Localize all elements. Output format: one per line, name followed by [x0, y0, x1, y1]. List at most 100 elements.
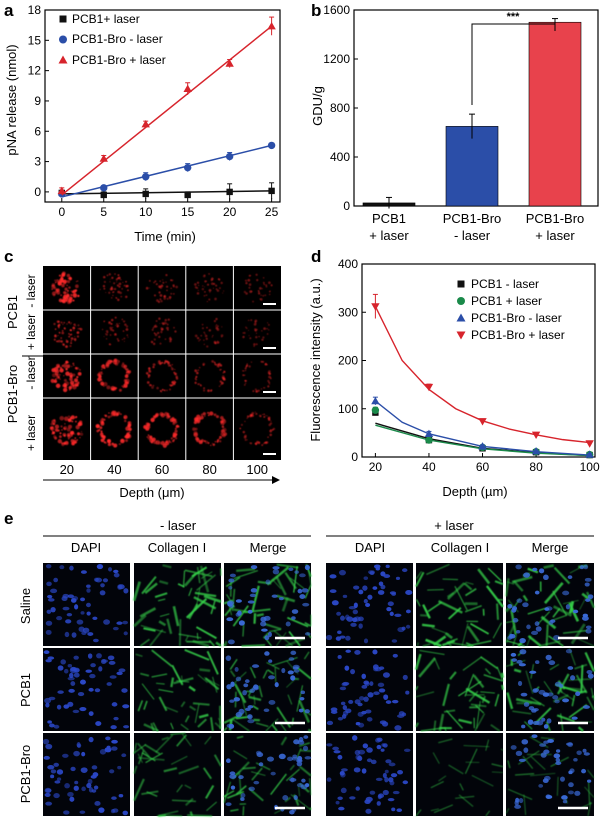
panel-e-cell-r1-c5-nucleus-32 — [519, 649, 527, 655]
panel-e-cell-r0-c1-fiber-38 — [133, 614, 147, 628]
panel-e-cell-r0-c4-fiber-32 — [465, 588, 477, 597]
panel-c-cell-r1-c4 — [242, 319, 270, 348]
panel-c-spot-r2-c4-29 — [246, 364, 249, 367]
panel-e-cell-r1-c2-nucleus-33 — [268, 675, 275, 680]
panel-c-spot-r0-c1-47 — [117, 274, 120, 277]
panel-c-spot-r3-c2-36 — [168, 439, 171, 442]
panel-c-spot-r0-c0-39 — [64, 287, 68, 291]
panel-e-cell-r0-c1-fiber-16 — [192, 639, 210, 648]
panel-c-spot-r2-c4-23 — [244, 382, 247, 385]
panel-e-cell-r2-c1-fiber-3 — [163, 767, 178, 773]
panel-e-cell-r0-c1-fiber-32 — [157, 598, 166, 602]
panel-e-cell-r2-c2-nucleus-7 — [248, 786, 255, 792]
panel-c-spot-r2-c3-37 — [199, 367, 201, 369]
panel-c-spot-r3-c4-25 — [267, 436, 269, 438]
panel-c-spot-r2-c1-44 — [103, 382, 108, 387]
panel-c-spot-r1-c1-10 — [106, 331, 109, 334]
panel-c-spot-r2-c0-34 — [72, 373, 76, 377]
panel-c-spot-r3-c1-18 — [103, 414, 106, 417]
panel-e-cell-r2-c5-nucleus-39 — [545, 795, 553, 799]
panel-c-spot-r0-c3-33 — [203, 286, 206, 288]
panel-a-legend: PCB1+ laser PCB1-Bro - laser PCB1-Bro + … — [72, 12, 166, 67]
panel-e-cell-r1-c0-nucleus-35 — [113, 716, 119, 721]
panel-e-cell-r1-c2-nucleus-3 — [281, 667, 286, 674]
panel-e-cell-r1-c4-fiber-31 — [458, 718, 473, 725]
panel-e-cell-r2-c3-nucleus-26 — [340, 772, 346, 778]
panel-c-spot-r2-c0-37 — [53, 369, 55, 371]
panel-c-depth-label-0: 20 — [60, 462, 74, 477]
panel-c-spot-r0-c0-57 — [58, 274, 61, 277]
panel-c-spot-r2-c2-51 — [168, 363, 171, 366]
panel-a-series-1-point-4 — [225, 152, 234, 161]
panel-e-cell-r1-c3-nucleus-11 — [392, 653, 398, 658]
panel-c-spot-r1-c1-18 — [126, 334, 128, 337]
panel-e-cell-r0-c0-nucleus-18 — [69, 565, 74, 571]
panel-e-cell-r1-c0-nucleus-47 — [77, 692, 85, 697]
panel-c-spot-r1-c2-16 — [160, 328, 163, 331]
panel-c-spot-r1-c0-43 — [60, 337, 63, 339]
panel-c-spot-r0-c0-54 — [68, 286, 71, 289]
panel-c-spot-r2-c2-43 — [152, 384, 155, 387]
panel-e-cell-r1-c4-fiber-27 — [500, 672, 505, 679]
panel-c-spot-r1-c4-10 — [247, 319, 250, 322]
panel-e-cell-r1-c4-fiber-38 — [481, 695, 486, 704]
panel-c-spot-r1-c2-9 — [153, 338, 156, 341]
panel-d-series-2-point-4 — [585, 450, 594, 458]
panel-e-cell-r1-c0-nucleus-23 — [47, 720, 52, 724]
panel-e-cell-r1-c0-nucleus-40 — [89, 673, 96, 679]
panel-e-cell-r2-c0-nucleus-8 — [94, 800, 101, 806]
panel-c-spot-r0-c1-33 — [120, 295, 123, 298]
panel-c-spot-r0-c4-0 — [260, 294, 262, 296]
panel-e-cell-r2-c5-nucleus-11 — [576, 750, 582, 756]
panel-e-cell-r2-c1-fiber-25 — [133, 744, 147, 754]
panel-c-spot-r1-c1-25 — [105, 338, 108, 340]
panel-e-cell-r0-c0-nucleus-15 — [53, 577, 59, 583]
panel-c-spot-r0-c4-21 — [256, 279, 259, 282]
panel-e-cell-r0-c2-nucleus-1 — [226, 617, 234, 622]
panel-e-cell-r0-c5-nucleus-22 — [519, 637, 526, 644]
panel-e-cell-r0-c1-fiber-24 — [139, 638, 150, 647]
panel-e-cell-r1-c0-nucleus-48 — [116, 671, 123, 676]
panel-c-spot-r2-c2-6 — [157, 362, 159, 364]
panel-e-cell-r1-c1-fiber-3 — [173, 677, 194, 685]
panel-c-spot-r0-c0-14 — [52, 293, 56, 297]
panel-c-depth-arrowhead — [272, 476, 280, 484]
panel-e-cell-r1-c1-fiber-10 — [155, 682, 165, 685]
panel-e-cell-r2-c2-nucleus-33 — [229, 774, 237, 779]
panel-a-xtick-label-3: 15 — [181, 205, 195, 219]
panel-c-cell-r0-c1 — [99, 273, 129, 302]
panel-c-spot-r0-c0-68 — [67, 289, 69, 292]
panel-e-cell-r0-c2-fiber-42 — [275, 576, 287, 596]
panel-c-spot-r0-c4-15 — [244, 279, 248, 282]
panel-c-spot-r0-c4-4 — [265, 284, 268, 287]
panel-c-spot-r0-c4-27 — [255, 273, 258, 276]
panel-a-ytick-label-2: 6 — [34, 124, 41, 138]
panel-e-cell-r2-c3-nucleus-52 — [354, 749, 361, 756]
panel-e-cell-r2-c0-nucleus-29 — [117, 765, 122, 770]
panel-e-cell-r1-c0 — [43, 648, 130, 731]
panel-e-cell-r0-c4-fiber-0 — [463, 582, 473, 591]
panel-c-spot-r1-c2-26 — [151, 328, 154, 331]
panel-c-spot-r2-c4-34 — [270, 377, 272, 380]
panel-e-cell-r0-c5-nucleus-29 — [511, 607, 517, 613]
panel-c-spot-r2-c0-61 — [64, 381, 70, 386]
panel-e-cell-r1-c3-nucleus-35 — [357, 702, 363, 707]
panel-c-spot-r1-c3-18 — [211, 336, 213, 338]
panel-c-spot-r1-c3-5 — [215, 325, 217, 327]
panel-e-cell-r2-c4-fiber-17 — [485, 810, 491, 817]
panel-e-cell-r0-c5-fiber-26 — [510, 610, 517, 635]
panel-c-spot-r3-c0-38 — [54, 424, 60, 429]
panel-c-spot-r3-c3-13 — [192, 427, 196, 431]
panel-e-cell-r0-c4-fiber-21 — [494, 580, 504, 585]
panel-e-cell-r1-c0-nucleus-12 — [108, 660, 116, 665]
panel-e-cell-r0-c3-nucleus-25 — [362, 585, 368, 591]
panel-c-spot-r0-c0-64 — [62, 279, 67, 284]
panel-c-spot-r0-c3-26 — [206, 283, 210, 286]
panel-c-spot-r0-c2-27 — [175, 285, 179, 289]
panel-e-cell-r0-c5-nucleus-34 — [512, 617, 519, 623]
panel-e-cell-r2-c2-nucleus-8 — [240, 797, 245, 802]
panel-e-cell-r2-c2-fiber-6 — [230, 808, 239, 812]
panel-c-spot-r3-c3-8 — [214, 414, 216, 416]
panel-e-cell-r0-c2-fiber-1 — [241, 644, 266, 647]
panel-e-cell-r0-c4-fiber-6 — [416, 642, 419, 647]
